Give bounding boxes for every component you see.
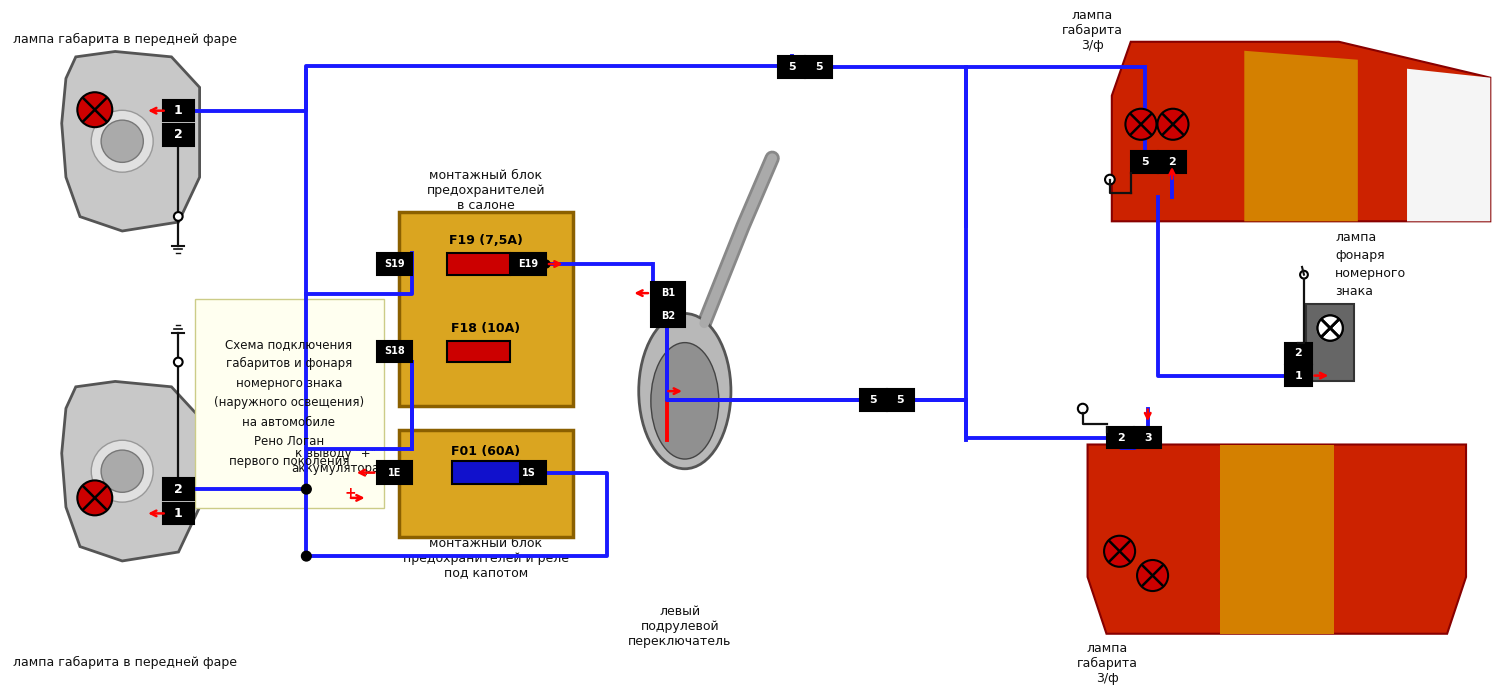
Bar: [162, 125, 194, 146]
Circle shape: [100, 120, 144, 162]
Bar: [859, 389, 886, 410]
Circle shape: [1317, 316, 1342, 341]
Circle shape: [542, 260, 550, 268]
Bar: [778, 56, 806, 78]
Bar: [651, 282, 686, 304]
Ellipse shape: [651, 342, 718, 459]
Bar: [1306, 304, 1354, 382]
Bar: [651, 306, 686, 327]
Bar: [162, 100, 194, 121]
Text: Схема подключения
габаритов и фонаря
номерного знака
(наружного освещения)
на ав: Схема подключения габаритов и фонаря ном…: [214, 337, 364, 468]
Polygon shape: [1245, 51, 1358, 221]
Circle shape: [1317, 316, 1342, 341]
Text: B2: B2: [662, 312, 675, 321]
Circle shape: [1137, 560, 1168, 591]
Text: 1S: 1S: [522, 468, 536, 477]
Bar: [376, 341, 412, 362]
Text: 2: 2: [1294, 349, 1302, 358]
Bar: [162, 479, 194, 500]
Text: лампа
габарита
3/ф: лампа габарита 3/ф: [1062, 8, 1124, 52]
Circle shape: [1078, 404, 1088, 414]
Text: 2: 2: [174, 128, 183, 141]
Text: F01 (60A): F01 (60A): [452, 444, 520, 458]
Polygon shape: [1088, 444, 1466, 634]
Bar: [376, 461, 412, 484]
Bar: [1284, 342, 1311, 364]
Text: 5: 5: [870, 395, 877, 405]
Bar: [452, 461, 520, 484]
Text: B1: B1: [662, 288, 675, 298]
Circle shape: [1158, 108, 1188, 140]
Text: 1E: 1E: [388, 468, 402, 477]
Circle shape: [78, 480, 112, 515]
Bar: [447, 253, 510, 274]
Bar: [512, 253, 546, 274]
Polygon shape: [62, 52, 200, 231]
Text: левый
подрулевой
переключатель: левый подрулевой переключатель: [628, 605, 732, 648]
Text: 2: 2: [174, 482, 183, 496]
Text: лампа габарита в передней фаре: лампа габарита в передней фаре: [13, 657, 237, 669]
Bar: [512, 461, 546, 484]
Text: F19 (7,5A): F19 (7,5A): [448, 234, 524, 247]
Text: 1: 1: [174, 104, 183, 117]
Text: +: +: [344, 486, 355, 500]
Bar: [1284, 365, 1311, 386]
Bar: [399, 211, 573, 406]
Bar: [399, 430, 573, 537]
Polygon shape: [1220, 444, 1334, 634]
Text: к выводу "+"
аккумулятора: к выводу "+" аккумулятора: [291, 447, 380, 475]
Circle shape: [78, 92, 112, 127]
Bar: [376, 253, 412, 274]
Text: 5: 5: [788, 62, 795, 72]
Text: 2: 2: [1116, 433, 1125, 442]
Text: F18 (10A): F18 (10A): [452, 321, 520, 335]
Polygon shape: [62, 382, 200, 561]
FancyBboxPatch shape: [195, 299, 384, 508]
Circle shape: [1106, 175, 1114, 184]
Text: лампа
фонаря
номерного
знака: лампа фонаря номерного знака: [1335, 231, 1406, 298]
Text: 5: 5: [815, 62, 822, 72]
Text: монтажный блок
предохранителей и реле
под капотом: монтажный блок предохранителей и реле по…: [404, 536, 568, 580]
Text: E19: E19: [519, 259, 538, 269]
Bar: [162, 503, 194, 524]
Bar: [1158, 151, 1185, 173]
Circle shape: [100, 450, 144, 492]
Circle shape: [92, 440, 153, 502]
Circle shape: [302, 552, 310, 561]
Polygon shape: [1407, 69, 1491, 221]
Bar: [1107, 427, 1134, 449]
Text: лампа
габарита
3/ф: лампа габарита 3/ф: [1077, 641, 1137, 685]
Text: 1: 1: [174, 507, 183, 520]
Text: 5: 5: [897, 395, 904, 405]
Circle shape: [174, 212, 183, 220]
Text: монтажный блок
предохранителей
в салоне: монтажный блок предохранителей в салоне: [426, 169, 544, 212]
Bar: [1134, 427, 1161, 449]
Bar: [886, 389, 914, 410]
Text: S18: S18: [384, 346, 405, 356]
Bar: [447, 341, 510, 362]
Text: 1: 1: [1294, 370, 1302, 381]
Bar: [806, 56, 832, 78]
Circle shape: [302, 484, 310, 494]
Circle shape: [1300, 271, 1308, 279]
Text: лампа габарита в передней фаре: лампа габарита в передней фаре: [13, 34, 237, 46]
Circle shape: [92, 111, 153, 172]
Bar: [1131, 151, 1158, 173]
Text: 2: 2: [1168, 157, 1176, 167]
Circle shape: [1125, 108, 1156, 140]
Circle shape: [174, 358, 183, 366]
Text: 5: 5: [1142, 157, 1149, 167]
Circle shape: [1104, 536, 1136, 567]
Text: S19: S19: [384, 259, 405, 269]
Ellipse shape: [639, 314, 730, 469]
Text: 3: 3: [1144, 433, 1152, 442]
Polygon shape: [1112, 42, 1491, 221]
